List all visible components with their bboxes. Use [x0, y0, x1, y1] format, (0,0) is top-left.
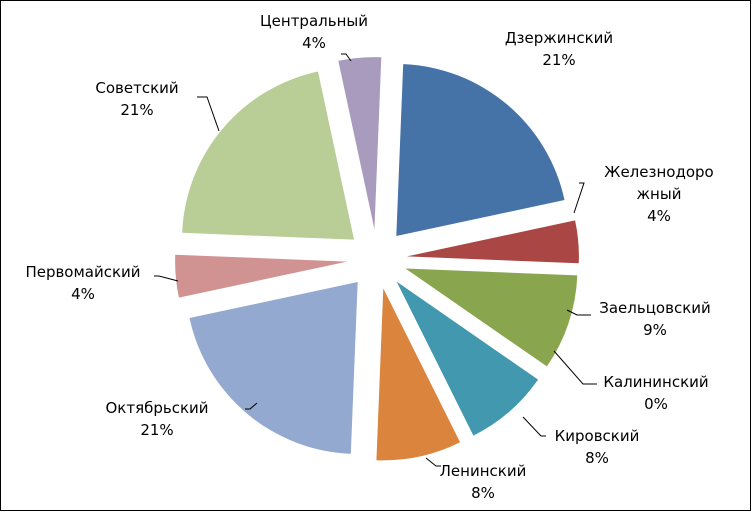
data-label-value: 21%	[542, 51, 575, 69]
data-label-калининский: Калининский 0%	[603, 373, 708, 413]
data-label-октябрьский: Октябрьский 21%	[105, 399, 208, 439]
leader-line-октябрьский	[245, 402, 258, 410]
pie-slice-первомайский	[175, 254, 348, 298]
data-label-name: Заельцовский	[599, 299, 711, 317]
leader-line-ленинский	[425, 457, 441, 467]
data-label-value: 4%	[71, 285, 95, 303]
leader-line-первомайский	[154, 275, 179, 282]
data-label-value: 4%	[302, 34, 326, 52]
leader-line-советский	[197, 96, 220, 132]
data-label-value: 9%	[643, 321, 667, 339]
leader-line-железнодорожный	[573, 182, 585, 214]
leader-line-калининский	[553, 350, 597, 385]
data-label-первомайский: Первомайский 4%	[25, 263, 140, 303]
data-label-железнодорожный: Железнодоро жный 4%	[604, 163, 713, 225]
data-label-кировский: Кировский 8%	[555, 427, 640, 467]
pie-slice-октябрьский	[189, 281, 358, 454]
data-label-name: Советский	[95, 79, 178, 97]
data-label-name: Ленинский	[440, 462, 527, 480]
pie-slice-железнодорожный	[406, 220, 579, 264]
data-label-name: Октябрьский	[105, 399, 208, 417]
data-label-name: Дзержинский	[505, 29, 613, 47]
data-label-name: Кировский	[555, 427, 640, 445]
data-label-заельцовский: Заельцовский 9%	[599, 299, 711, 339]
slices-group	[175, 57, 579, 461]
data-label-value: 21%	[140, 421, 173, 439]
data-label-value: 8%	[471, 484, 495, 502]
pie-slice-кировский	[396, 281, 539, 436]
data-label-советский: Советский 21%	[95, 79, 178, 119]
pie-slice-дзержинский	[396, 64, 565, 237]
pie-slice-заельцовский	[405, 268, 578, 367]
data-label-value: 8%	[585, 449, 609, 467]
data-label-name: Калининский	[603, 373, 708, 391]
data-label-name: Железнодоро	[604, 163, 713, 181]
data-label-name: Центральный	[260, 12, 368, 30]
data-label-value: 0%	[644, 395, 668, 413]
leader-line-центральный	[341, 53, 352, 62]
pie-slice-ленинский	[376, 288, 461, 461]
data-label-дзержинский: Дзержинский 21%	[505, 29, 613, 69]
data-label-центральный: Центральный 4%	[260, 12, 368, 52]
leader-line-заельцовский	[566, 309, 591, 316]
data-label-ленинский: Ленинский 8%	[440, 462, 527, 502]
pie-slice-советский	[182, 71, 355, 240]
pie-slice-центральный	[338, 57, 382, 230]
data-label-value: 4%	[647, 207, 671, 225]
leader-lines-group	[154, 53, 597, 467]
data-label-name: жный	[637, 185, 682, 203]
data-labels-group: Дзержинский 21% Железнодоро жный 4% Заельцовс…	[25, 12, 713, 502]
data-label-name: Первомайский	[25, 263, 140, 281]
data-label-value: 21%	[120, 101, 153, 119]
leader-line-кировский	[522, 416, 546, 437]
